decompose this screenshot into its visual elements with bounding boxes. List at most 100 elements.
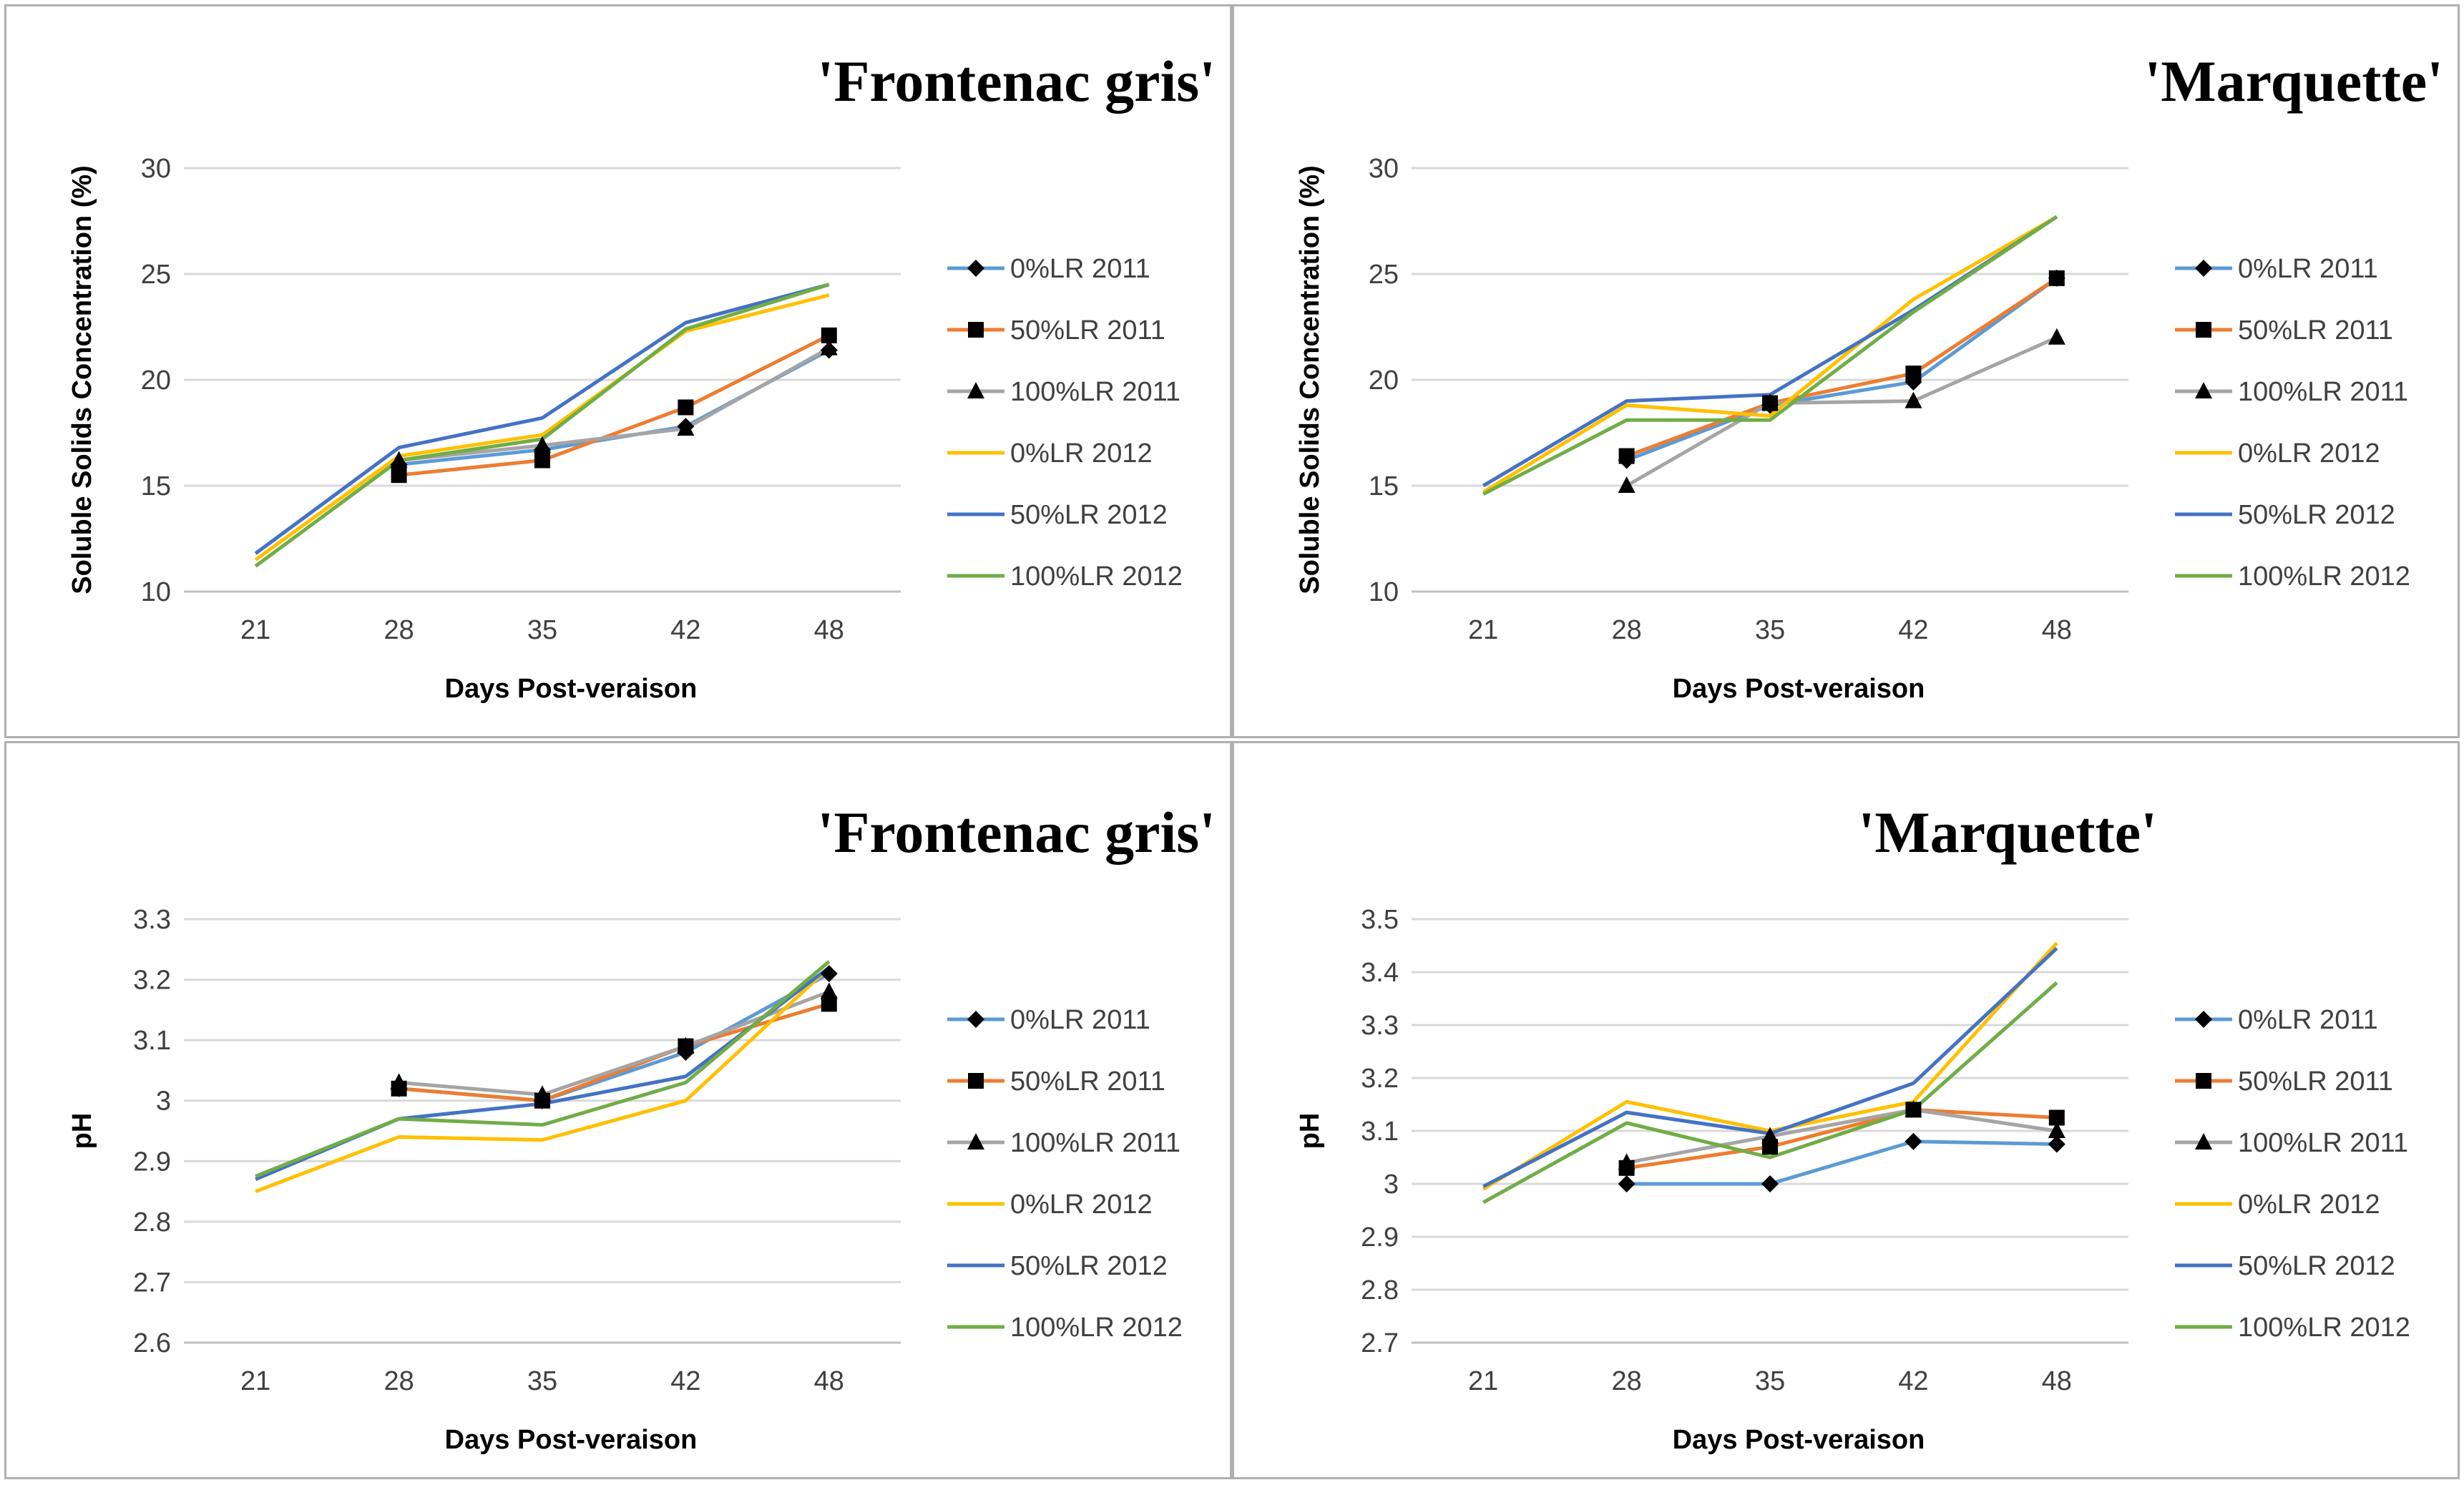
legend-label-100-lr-2011: 100%LR 2011 [1010,377,1180,407]
series-line-100-lr-2012 [1482,215,2058,496]
series-line-0-lr-2012 [1482,215,2058,494]
data-point-0-lr-2011 [2048,1135,2065,1153]
chart-title: 'Frontenac gris' [818,800,1216,865]
data-point-100-lr-2011 [1761,1127,1779,1144]
chart-panel-marquette-soluble-solids: 'Marquette' 10 15 20 25 30 21 28 35 42 48 Days Post… [1232,4,2460,738]
data-point-50-lr-2011 [2048,270,2065,286]
y-tick-label: 2.7 [1361,1328,1399,1358]
x-tick-label: 21 [1468,615,1498,645]
y-tick-label: 30 [141,154,171,184]
legend-label-0-lr-2012: 0%LR 2012 [1010,1190,1153,1220]
series-line-100-lr-2012 [1482,981,2058,1205]
y-tick-label: 2.6 [133,1328,171,1358]
data-point-100-lr-2011 [390,1073,408,1090]
legend-label-0-lr-2011: 0%LR 2011 [2238,1005,2378,1035]
series-line-0-lr-2011 [399,971,831,1103]
x-tick-label: 48 [814,615,844,645]
data-point-50-lr-2011 [1905,366,1922,382]
y-tick-label: 3.3 [133,905,171,935]
chart-svg: 'Marquette' 2.7 2.8 2.9 3 3.1 3.2 3.3 3.4 3.5 21 28… [1295,800,2410,1455]
data-point-100-lr-2011 [820,982,838,999]
series-line-0-lr-2012 [255,966,831,1193]
data-point-100-lr-2011 [1618,1153,1636,1170]
series-line-0-lr-2011 [1626,1140,2057,1186]
legend-label-0-lr-2011: 0%LR 2011 [1010,1005,1150,1035]
legend-marker-100-lr-2011 [967,1133,984,1150]
legend-marker-100-lr-2011 [967,382,984,398]
x-tick-label: 28 [383,1366,414,1396]
data-point-50-lr-2011 [534,452,550,469]
y-axis-label: pH [1295,1113,1325,1150]
chart-title: 'Marquette' [1859,800,2158,865]
series-line-100-lr-2012 [254,283,830,568]
chart-svg: 'Frontenac gris' 2.6 2.7 2.8 2.9 3 3.1 3.2 3.3 21… [67,800,1216,1455]
y-tick-label: 15 [1369,471,1399,501]
x-tick-label: 42 [670,615,700,645]
legend-marker-0-lr-2011 [2195,260,2212,277]
y-axis-label: pH [67,1113,97,1150]
data-point-100-lr-2011 [677,1036,695,1054]
x-axis-label: Days Post-veraison [445,1425,698,1455]
x-tick-label: 21 [240,615,270,645]
x-tick-label: 28 [1611,615,1641,645]
legend-label-100-lr-2012: 100%LR 2012 [2238,1313,2410,1343]
legend-marker-50-lr-2011 [968,322,984,338]
y-tick-label: 3 [156,1087,171,1117]
legend-label-50-lr-2012: 50%LR 2012 [2238,500,2395,530]
x-tick-label: 42 [670,1366,700,1396]
legend-label-100-lr-2011: 100%LR 2011 [2238,1128,2408,1158]
x-tick-label: 35 [527,615,557,645]
y-tick-label: 2.9 [1361,1222,1399,1253]
legend-marker-0-lr-2011 [967,260,984,277]
x-axis-label: Days Post-veraison [445,674,698,704]
data-point-50-lr-2011 [1618,448,1635,464]
series-line-100-lr-2011 [1626,1107,2058,1165]
y-tick-label: 20 [1369,366,1399,396]
y-tick-label: 3.2 [1361,1064,1399,1094]
y-tick-label: 2.7 [133,1268,171,1298]
data-point-100-lr-2011 [820,338,838,356]
legend-label-50-lr-2011: 50%LR 2011 [2238,1067,2393,1097]
y-tick-label: 25 [1369,260,1399,290]
data-point-50-lr-2011 [2048,1109,2065,1126]
series-line-0-lr-2012 [254,293,830,562]
x-tick-label: 28 [383,615,414,645]
series-line-0-lr-2011 [1625,276,2058,462]
legend-label-0-lr-2012: 0%LR 2012 [1010,438,1153,469]
series-line-50-lr-2012 [255,966,831,1181]
y-tick-label: 3.2 [133,966,171,996]
legend-label-50-lr-2011: 50%LR 2011 [2238,315,2393,345]
series-line-50-lr-2011 [399,333,830,477]
x-tick-label: 21 [1468,1366,1498,1396]
x-axis-label: Days Post-veraison [1673,1425,1925,1455]
data-point-0-lr-2011 [820,965,838,983]
data-point-100-lr-2011 [1618,476,1636,493]
y-tick-label: 3 [1384,1170,1399,1200]
legend-label-50-lr-2011: 50%LR 2011 [1010,1067,1165,1097]
chart-svg: 'Frontenac gris' 10 15 20 25 30 21 28 35 42 48 Days… [67,49,1216,704]
chart-title: 'Marquette' [2145,49,2444,114]
y-axis-label: Soluble Solids Concentration (%) [67,165,97,594]
legend-marker-0-lr-2011 [2195,1011,2212,1028]
data-point-0-lr-2011 [1905,1132,1922,1150]
y-tick-label: 3.4 [1361,958,1399,988]
legend-marker-100-lr-2011 [2195,1133,2212,1150]
x-tick-label: 42 [1898,615,1928,645]
legend-label-50-lr-2012: 50%LR 2012 [2238,1251,2395,1281]
legend-label-50-lr-2012: 50%LR 2012 [1010,500,1168,530]
legend-label-0-lr-2011: 0%LR 2011 [2238,254,2378,284]
legend-marker-100-lr-2011 [2195,382,2212,398]
legend-label-50-lr-2012: 50%LR 2012 [1010,1251,1168,1281]
chart-panel-frontenac-ph: 'Frontenac gris' 2.6 2.7 2.8 2.9 3 3.1 3.2 3.3 21… [4,741,1232,1479]
legend-label-0-lr-2011: 0%LR 2011 [1010,254,1150,284]
x-tick-label: 48 [814,1366,844,1396]
x-tick-label: 28 [1611,1366,1641,1396]
x-tick-label: 21 [240,1366,270,1396]
y-tick-label: 20 [141,366,171,396]
data-point-50-lr-2011 [821,327,837,343]
data-point-0-lr-2011 [1618,1175,1636,1192]
legend-marker-0-lr-2011 [967,1011,984,1028]
x-tick-label: 42 [1898,1366,1928,1396]
series-line-50-lr-2011 [1625,276,2058,458]
